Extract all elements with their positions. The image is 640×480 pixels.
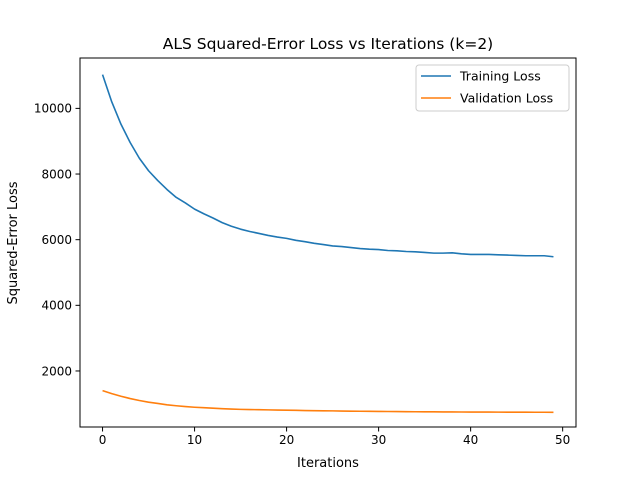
y-tick-label: 2000 (41, 364, 72, 378)
y-tick-label: 8000 (41, 167, 72, 181)
x-tick-label: 10 (187, 433, 202, 447)
plot-area (79, 57, 577, 428)
y-axis: 2000 4000 6000 8000 10000 (34, 102, 80, 378)
y-axis-label: Squared-Error Loss (6, 181, 21, 304)
x-axis-label: Iterations (297, 456, 359, 471)
x-tick-label: 30 (371, 433, 386, 447)
legend-items: Training Loss Validation Loss (421, 69, 553, 106)
plot-background (80, 58, 576, 427)
plot-frame (79, 57, 577, 428)
legend-label: Validation Loss (460, 91, 553, 106)
x-tick-label: 40 (463, 433, 478, 447)
x-tick-label: 20 (279, 433, 294, 447)
x-tick-label: 0 (99, 433, 107, 447)
legend-box (415, 64, 570, 112)
x-tick-label: 50 (555, 433, 570, 447)
y-tick-label: 10000 (34, 102, 72, 116)
series-line-validation-loss (102, 389, 554, 414)
chart-title: ALS Squared-Error Loss vs Iterations (k=… (163, 35, 493, 53)
y-tick-label: 6000 (41, 233, 72, 247)
series-layer (101, 74, 554, 414)
legend: Training Loss Validation Loss (415, 64, 570, 112)
x-axis: 0 10 20 30 40 50 (99, 427, 570, 447)
series-line-training-loss (101, 74, 554, 258)
y-tick-label: 4000 (41, 299, 72, 313)
legend-label: Training Loss (459, 69, 541, 84)
